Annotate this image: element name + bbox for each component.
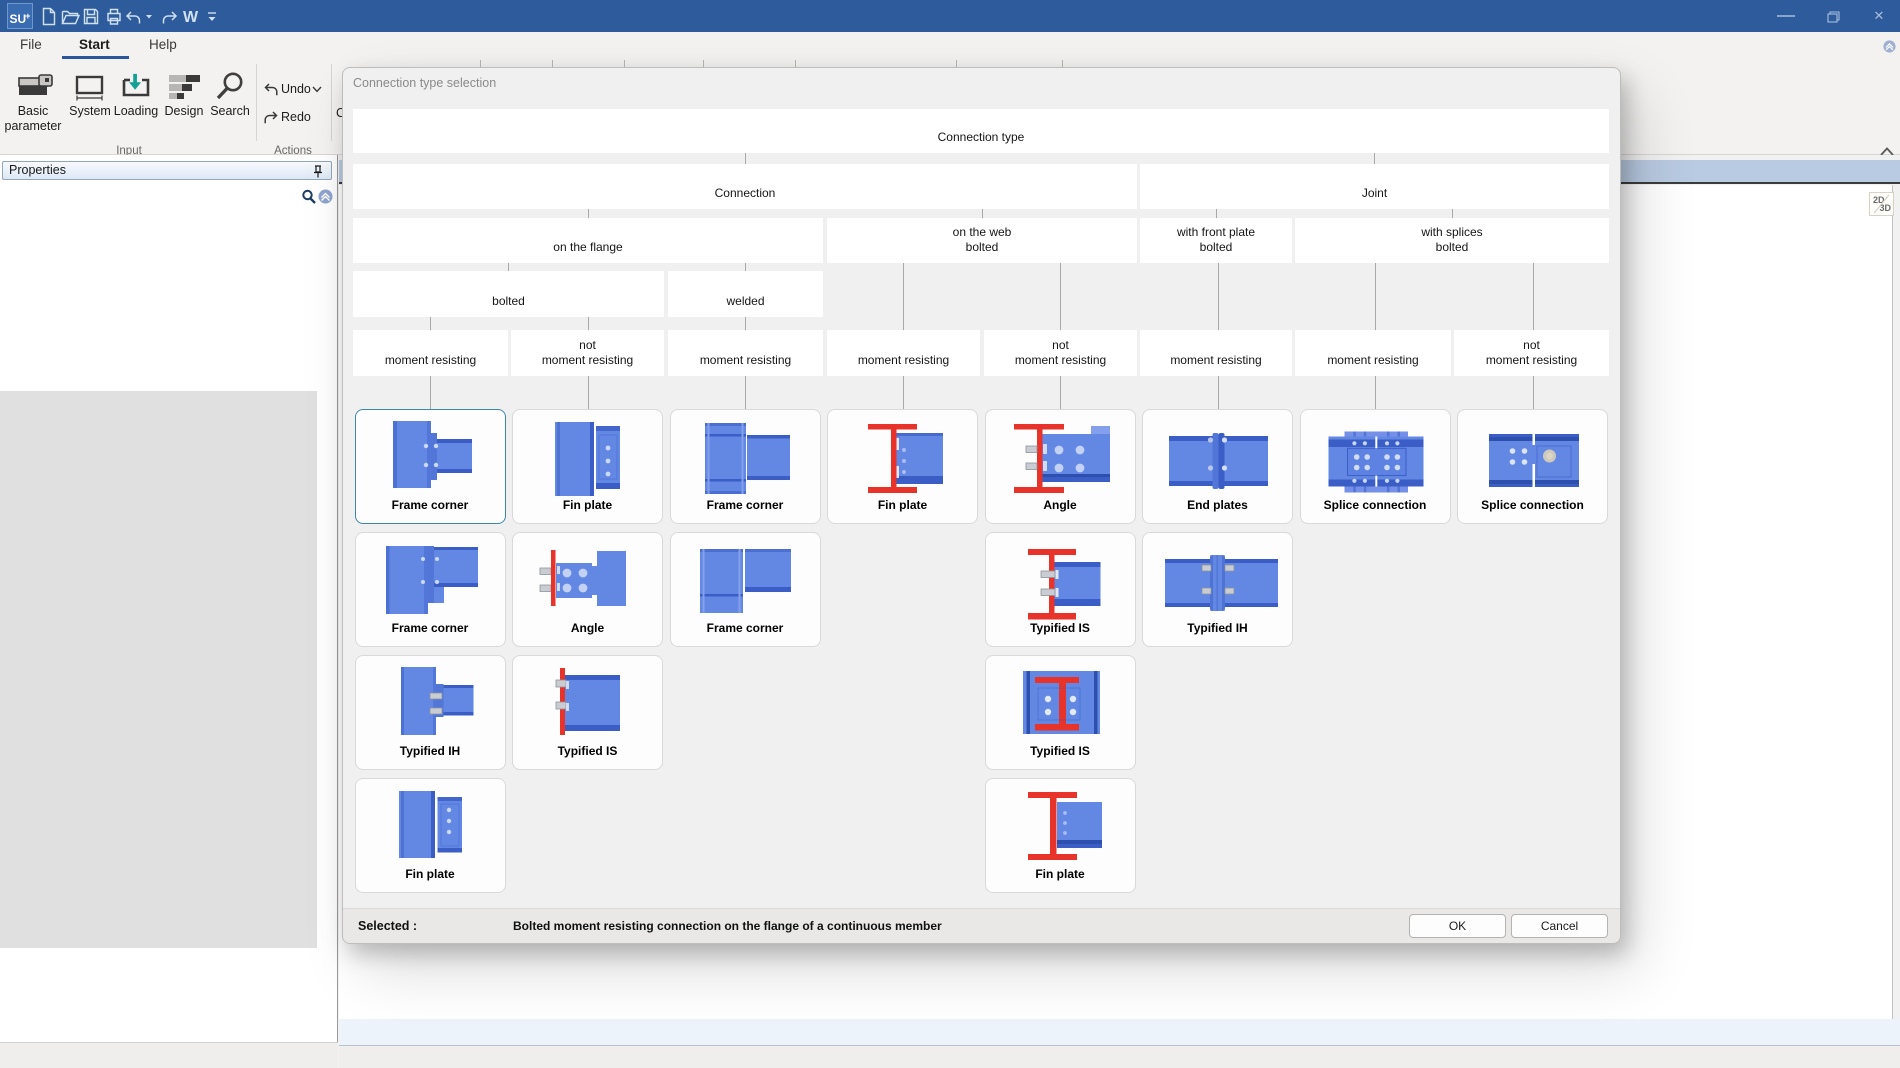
svg-text:W: W bbox=[183, 9, 199, 26]
